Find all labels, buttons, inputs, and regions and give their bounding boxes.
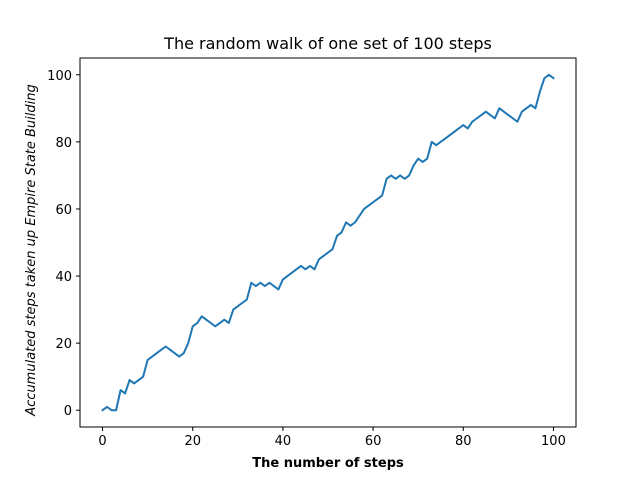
y-tick-label: 100 [47, 69, 72, 84]
x-axis-label: The number of steps [252, 456, 404, 471]
axes-spines [79, 57, 577, 428]
x-tick-label: 80 [455, 434, 472, 449]
x-tick-label: 20 [184, 434, 201, 449]
y-tick-label: 40 [55, 270, 72, 285]
x-axis-ticks: 0 20 40 60 80 100 [98, 427, 566, 449]
series-line-0 [101, 73, 555, 412]
plot-area [101, 73, 555, 412]
y-tick-label: 20 [55, 337, 72, 352]
chart-title: The random walk of one set of 100 steps [163, 34, 492, 53]
y-tick-label: 80 [55, 136, 72, 151]
y-axis-ticks: 0 20 40 60 80 100 [47, 69, 80, 419]
y-axis-label: Accumulated steps taken up Empire State … [24, 84, 39, 417]
axes-frame [79, 57, 577, 428]
y-tick-label: 0 [64, 404, 72, 419]
x-tick-label: 60 [365, 434, 382, 449]
x-tick-label: 0 [98, 434, 106, 449]
x-tick-label: 100 [541, 434, 566, 449]
y-tick-label: 60 [55, 203, 72, 218]
x-tick-label: 40 [275, 434, 292, 449]
